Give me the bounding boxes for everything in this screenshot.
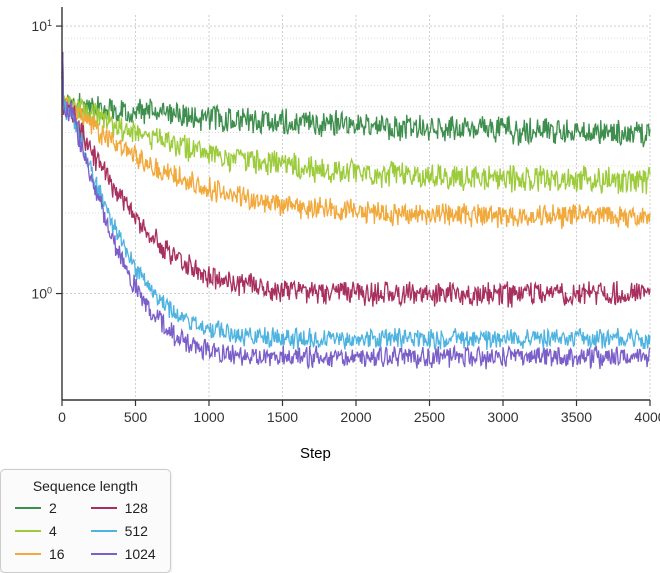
legend-label-512: 512 (125, 523, 148, 539)
legend-label-16: 16 (49, 546, 65, 562)
chart-svg: 0 500 1000 1500 2000 2500 3000 3500 4000 100 101 (0, 0, 660, 469)
svg-text:500: 500 (124, 409, 148, 425)
legend-columns: 2 4 16 128 512 (15, 500, 156, 562)
legend-label-2: 2 (49, 500, 57, 516)
svg-text:2000: 2000 (340, 409, 371, 425)
legend-col-left: 2 4 16 (15, 500, 65, 562)
legend-label-1024: 1024 (125, 546, 156, 562)
legend-entry-2[interactable]: 2 (15, 500, 65, 516)
svg-text:3500: 3500 (561, 409, 592, 425)
chart-legend[interactable]: Sequence length 2 4 16 128 (0, 469, 171, 573)
legend-swatch-4 (15, 530, 41, 533)
svg-text:101: 101 (31, 18, 52, 34)
legend-label-4: 4 (49, 523, 57, 539)
x-axis-title: Step (300, 445, 331, 462)
svg-text:3000: 3000 (487, 409, 518, 425)
legend-swatch-512 (91, 530, 117, 533)
svg-text:1500: 1500 (267, 409, 298, 425)
legend-entry-128[interactable]: 128 (91, 500, 156, 516)
legend-col-right: 128 512 1024 (91, 500, 156, 562)
legend-entry-16[interactable]: 16 (15, 546, 65, 562)
svg-text:1000: 1000 (193, 409, 224, 425)
legend-label-128: 128 (125, 500, 148, 516)
legend-entry-4[interactable]: 4 (15, 523, 65, 539)
svg-text:0: 0 (58, 409, 66, 425)
legend-swatch-128 (91, 507, 117, 510)
legend-entry-512[interactable]: 512 (91, 523, 156, 539)
legend-title: Sequence length (15, 478, 156, 494)
legend-swatch-16 (15, 553, 41, 556)
legend-swatch-2 (15, 507, 41, 510)
legend-swatch-1024 (91, 553, 117, 556)
legend-entry-1024[interactable]: 1024 (91, 546, 156, 562)
svg-text:4000: 4000 (634, 409, 660, 425)
svg-text:100: 100 (31, 286, 52, 302)
svg-text:2500: 2500 (414, 409, 445, 425)
loss-chart: 0 500 1000 1500 2000 2500 3000 3500 4000 100 101 S… (0, 0, 660, 469)
